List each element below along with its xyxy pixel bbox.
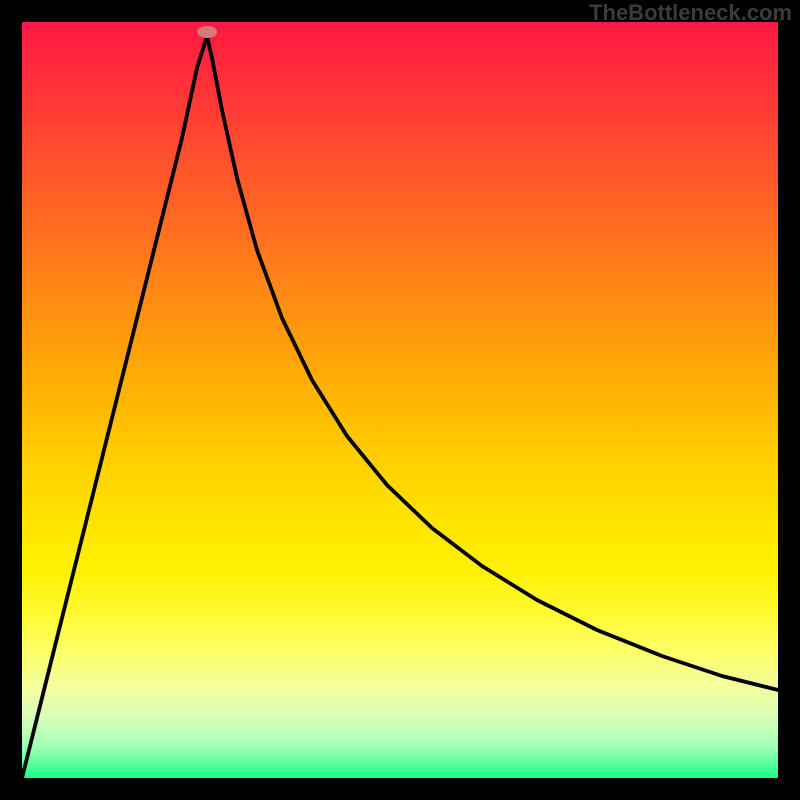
plot-area: [22, 22, 778, 778]
gradient-background: [22, 22, 778, 778]
chart-svg: [22, 22, 778, 778]
chart-frame: TheBottleneck.com: [0, 0, 800, 800]
valley-marker: [197, 26, 217, 38]
